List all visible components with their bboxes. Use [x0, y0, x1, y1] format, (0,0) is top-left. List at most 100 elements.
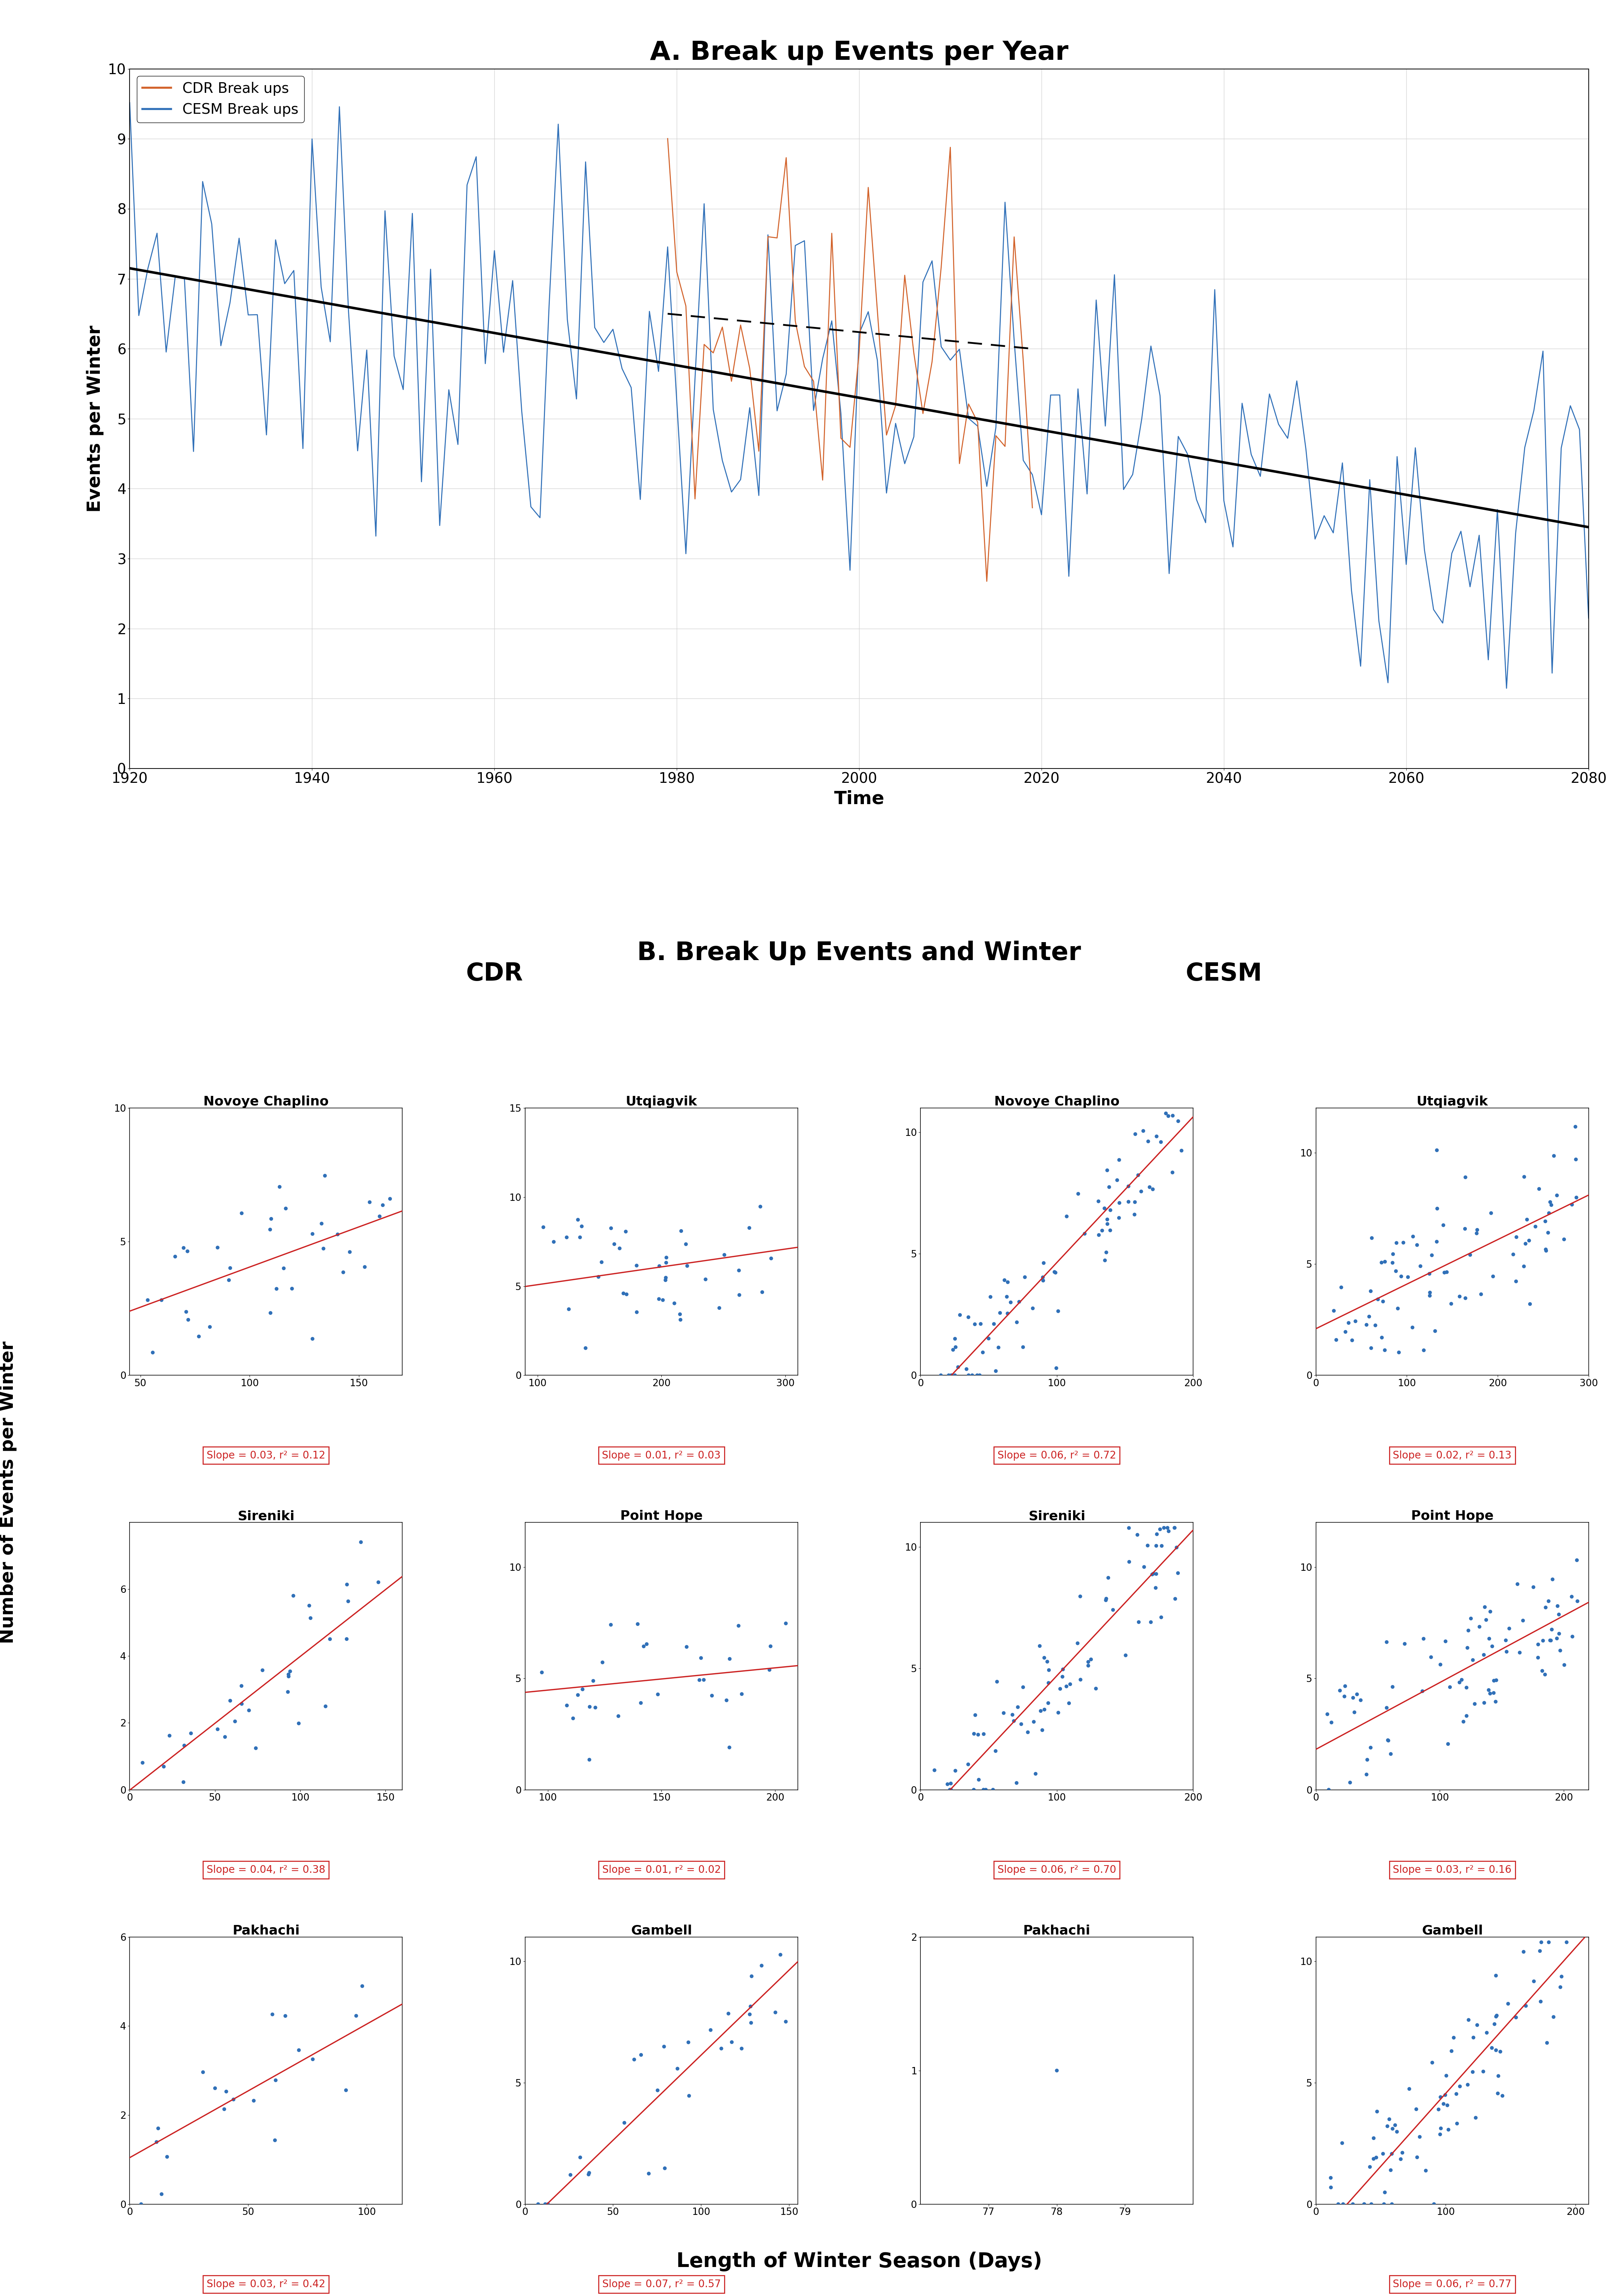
Point	[1164, 1529, 1190, 1566]
Point	[1384, 1290, 1410, 1327]
Point	[1086, 1217, 1112, 1254]
Point	[1318, 2170, 1344, 2206]
Point	[1537, 1621, 1563, 1658]
Point	[921, 1752, 947, 1789]
CDR Break ups	[977, 567, 997, 595]
Point	[1538, 1612, 1564, 1649]
Point	[212, 1720, 238, 1756]
Point	[1065, 1176, 1091, 1212]
CDR Break ups	[794, 354, 814, 381]
Point	[960, 1357, 986, 1394]
Point	[1446, 1279, 1472, 1316]
Point	[214, 2073, 240, 2110]
Point	[708, 2030, 734, 2066]
Point	[1358, 1219, 1384, 1256]
Point	[1383, 2108, 1409, 2144]
Point	[1031, 1692, 1057, 1729]
CDR Break ups	[932, 253, 952, 280]
CDR Break ups	[804, 367, 823, 395]
Point	[1425, 2092, 1451, 2128]
Point	[1388, 1258, 1414, 1295]
Point	[332, 2071, 358, 2108]
Title: Point Hope: Point Hope	[621, 1511, 702, 1522]
Point	[532, 2186, 558, 2223]
Point	[566, 1676, 592, 1713]
Point	[1162, 1580, 1188, 1616]
Point	[982, 1733, 1008, 1770]
Point	[953, 1350, 979, 1387]
Point	[645, 2071, 671, 2108]
Point	[1407, 2119, 1433, 2156]
Point	[955, 1300, 981, 1336]
Point	[1543, 1178, 1569, 1215]
Point	[1435, 2087, 1461, 2124]
Point	[1533, 1231, 1559, 1267]
Point	[175, 1302, 201, 1339]
Point	[151, 1747, 177, 1784]
Point	[614, 1277, 640, 1313]
Point	[1141, 1554, 1167, 1591]
Point	[1101, 1591, 1127, 1628]
CESM Break ups	[658, 234, 678, 262]
Point	[1378, 2151, 1404, 2188]
Point	[1047, 1671, 1073, 1708]
Point	[318, 1621, 344, 1658]
Point	[1396, 1258, 1422, 1295]
Point	[1154, 1508, 1180, 1545]
CDR Break ups	[922, 349, 942, 377]
Point	[173, 1293, 199, 1329]
Point	[196, 1309, 222, 1345]
Point	[211, 2092, 237, 2128]
Point	[955, 1745, 981, 1782]
Point	[634, 1626, 660, 1662]
CESM Break ups	[603, 315, 622, 342]
Point	[1370, 2135, 1396, 2172]
Point	[258, 1212, 284, 1249]
Point	[1456, 1612, 1482, 1649]
Point	[1332, 1313, 1358, 1350]
Point	[1454, 1697, 1480, 1733]
CDR Break ups	[704, 340, 723, 367]
Point	[995, 1263, 1021, 1300]
Point	[981, 1306, 1007, 1343]
Point	[976, 1320, 1002, 1357]
Point	[1143, 1527, 1169, 1564]
Point	[1462, 2099, 1488, 2135]
Point	[645, 1676, 671, 1713]
Point	[1520, 1963, 1546, 2000]
Point	[580, 1662, 606, 1699]
Point	[1462, 1685, 1488, 1722]
Point	[1546, 1616, 1572, 1653]
Point	[554, 1688, 580, 1724]
Point	[1115, 1508, 1141, 1545]
Point	[204, 1711, 230, 1747]
Point	[1358, 1272, 1384, 1309]
Point	[535, 2186, 561, 2223]
Point	[1482, 1662, 1508, 1699]
Point	[1328, 1671, 1354, 1708]
Point	[1125, 1515, 1151, 1552]
Point	[272, 1189, 298, 1226]
Point	[344, 1998, 370, 2034]
Point	[1036, 1685, 1062, 1722]
Point	[582, 1690, 608, 1727]
Point	[1522, 1208, 1548, 1244]
Point	[1452, 1210, 1478, 1247]
Point	[1136, 1169, 1162, 1205]
Point	[981, 1770, 1007, 1807]
Point	[1483, 1956, 1509, 1993]
Point	[144, 2124, 170, 2161]
Point	[1165, 1554, 1191, 1591]
Point	[1337, 1763, 1363, 1800]
Point	[1457, 1238, 1483, 1274]
Title: Point Hope: Point Hope	[1410, 1511, 1493, 1522]
Point	[1477, 1593, 1503, 1630]
Point	[984, 1662, 1010, 1699]
Point	[1564, 1582, 1590, 1619]
Point	[1461, 1642, 1486, 1678]
Point	[1520, 1568, 1546, 1605]
Point	[1525, 1639, 1551, 1676]
Text: B. Break Up Events and Winter: B. Break Up Events and Winter	[637, 941, 1081, 964]
Point	[1433, 2076, 1459, 2112]
Point	[300, 1320, 326, 1357]
